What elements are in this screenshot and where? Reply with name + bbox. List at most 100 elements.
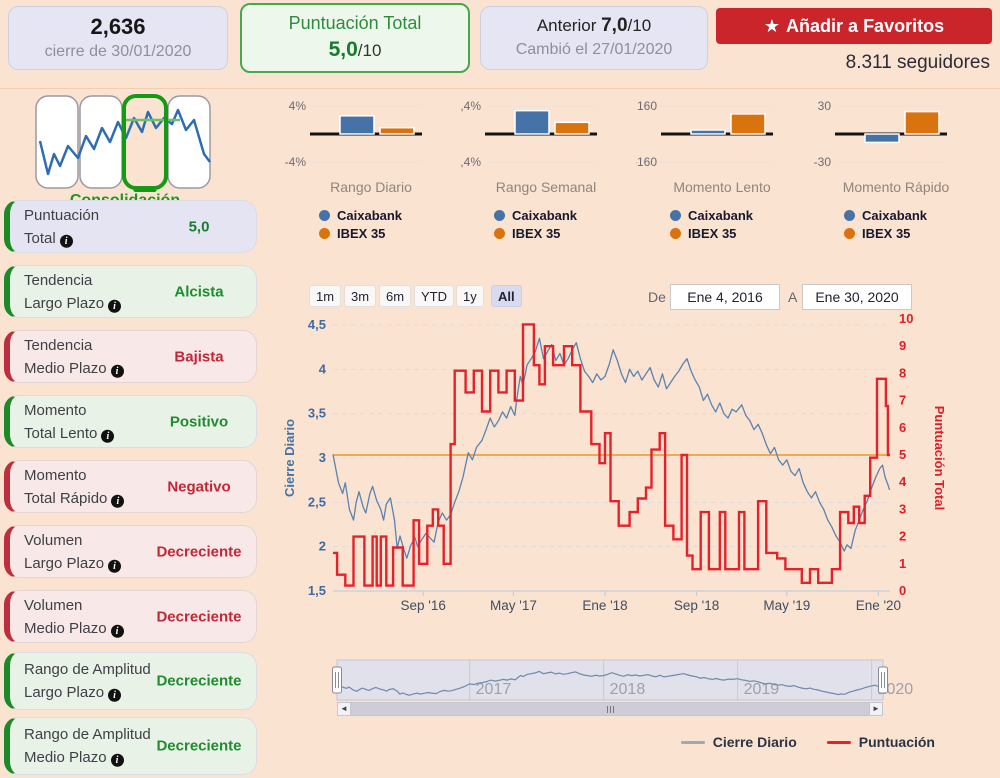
total-score-suffix: /10 bbox=[357, 41, 382, 60]
legend-label: IBEX 35 bbox=[512, 226, 561, 241]
legend-item[interactable]: IBEX 35 bbox=[494, 226, 632, 241]
info-icon[interactable]: i bbox=[108, 299, 122, 313]
info-icon[interactable]: i bbox=[108, 559, 122, 573]
legend-item[interactable]: Caixabank bbox=[670, 208, 808, 223]
legend-line-icon bbox=[680, 740, 705, 744]
svg-text:6: 6 bbox=[899, 420, 906, 435]
legend-item[interactable]: Caixabank bbox=[319, 208, 457, 223]
svg-text:3: 3 bbox=[899, 501, 906, 516]
legend-label: IBEX 35 bbox=[337, 226, 386, 241]
add-to-favorites-button[interactable]: ★ Añadir a Favoritos bbox=[716, 8, 992, 44]
legend-item[interactable]: IBEX 35 bbox=[844, 226, 982, 241]
scroll-right-button[interactable]: ► bbox=[869, 702, 883, 716]
info-icon[interactable]: i bbox=[110, 754, 124, 767]
scroll-left-button[interactable]: ◄ bbox=[337, 702, 351, 716]
info-icon[interactable]: i bbox=[110, 364, 124, 378]
mini-chart-legend: Caixabank IBEX 35 bbox=[670, 208, 808, 241]
svg-text:9: 9 bbox=[899, 338, 906, 353]
legend-dot-icon bbox=[670, 210, 681, 221]
date-from-input[interactable] bbox=[670, 284, 780, 310]
svg-text:2,5: 2,5 bbox=[308, 494, 326, 509]
svg-text:-30: -30 bbox=[814, 155, 832, 169]
info-icon[interactable]: i bbox=[108, 689, 122, 702]
svg-text:Ene '18: Ene '18 bbox=[582, 598, 627, 613]
indicator-card: Tendencia Medio Plazo i Bajista bbox=[4, 330, 257, 383]
mini-chart-title: Rango Diario bbox=[330, 179, 412, 195]
indicator-value: Negativo bbox=[167, 478, 231, 495]
legend-item[interactable]: IBEX 35 bbox=[670, 226, 808, 241]
navigator-series bbox=[336, 670, 883, 696]
svg-text:2018: 2018 bbox=[610, 681, 646, 698]
range-button-all[interactable]: All bbox=[491, 285, 522, 307]
info-icon[interactable]: i bbox=[111, 494, 125, 508]
mini-chart-title: Rango Semanal bbox=[495, 179, 597, 195]
svg-text:4: 4 bbox=[899, 474, 907, 489]
range-button-6m[interactable]: 6m bbox=[379, 285, 412, 307]
active-phase-frame bbox=[122, 94, 168, 190]
svg-text:2017: 2017 bbox=[476, 681, 512, 698]
info-icon[interactable]: i bbox=[59, 234, 73, 248]
svg-text:30: 30 bbox=[818, 99, 832, 113]
range-button-ytd[interactable]: YTD bbox=[414, 285, 454, 307]
legend-dot-icon bbox=[844, 228, 855, 239]
legend-item[interactable]: Puntuación bbox=[826, 734, 935, 750]
indicator-card: Tendencia Largo Plazo i Alcista bbox=[4, 265, 257, 318]
range-button-1m[interactable]: 1m bbox=[309, 285, 342, 307]
svg-text:1,5: 1,5 bbox=[308, 583, 326, 598]
scrollbar-thumb[interactable] bbox=[351, 703, 869, 715]
legend-dot-icon bbox=[319, 228, 330, 239]
previous-score-caption: Cambió el 27/01/2020 bbox=[515, 41, 673, 58]
legend-label: Caixabank bbox=[337, 208, 403, 223]
navigator-scrollbar: ◄ ► bbox=[337, 702, 883, 716]
range-button-1y[interactable]: 1y bbox=[456, 285, 484, 307]
scrollbar-track[interactable] bbox=[351, 702, 869, 716]
legend-line-icon bbox=[826, 740, 851, 744]
followers-count: 8.311 seguidores bbox=[845, 52, 990, 73]
legend-item[interactable]: Caixabank bbox=[494, 208, 632, 223]
legend-dot-icon bbox=[494, 228, 505, 239]
favorites-button-label: Añadir a Favoritos bbox=[786, 15, 945, 36]
indicator-value: Decreciente bbox=[156, 737, 242, 755]
svg-text:1: 1 bbox=[899, 556, 906, 571]
date-to-input[interactable] bbox=[802, 284, 912, 310]
chart-legend: Cierre Diario Puntuación bbox=[680, 734, 935, 750]
mini-chart-3: 30 -30 Momento Rápido Caixabank IBEX 35 bbox=[810, 95, 982, 244]
legend-label: Caixabank bbox=[862, 208, 928, 223]
price-score-chart[interactable]: 1,5 2 2,5 3 3,5 4 4,5 0 1 2 3 4 5 6 7 8 9 10 Cierre Diario… bbox=[280, 310, 1000, 624]
market-phase-widget bbox=[35, 94, 211, 192]
legend-label: IBEX 35 bbox=[862, 226, 911, 241]
legend-item[interactable]: Caixabank bbox=[844, 208, 982, 223]
total-score-title: Puntuación Total bbox=[288, 13, 422, 33]
total-score-value: 5,0 bbox=[328, 38, 358, 61]
svg-text:2,4%: 2,4% bbox=[460, 99, 481, 113]
svg-text:3,5: 3,5 bbox=[308, 406, 326, 421]
price-line-series bbox=[332, 337, 891, 559]
range-button-3m[interactable]: 3m bbox=[344, 285, 377, 307]
legend-label: Cierre Diario bbox=[712, 734, 797, 750]
svg-text:2: 2 bbox=[899, 529, 906, 544]
legend-label: Caixabank bbox=[512, 208, 578, 223]
indicator-value: Decreciente bbox=[156, 608, 242, 625]
legend-item[interactable]: Cierre Diario bbox=[680, 734, 797, 750]
info-icon[interactable]: i bbox=[101, 429, 115, 443]
previous-score-card: Anterior 7,0/10 Cambió el 27/01/2020 bbox=[480, 6, 708, 70]
svg-text:160: 160 bbox=[637, 99, 657, 113]
legend-item[interactable]: IBEX 35 bbox=[319, 226, 457, 241]
mini-chart-plot: 160 -160 bbox=[633, 99, 773, 169]
svg-text:-2,4%: -2,4% bbox=[460, 155, 481, 169]
mini-chart-0: 4% -4% Rango Diario Caixabank IBEX 35 bbox=[285, 95, 457, 244]
legend-label: IBEX 35 bbox=[688, 226, 737, 241]
indicator-value: Bajista bbox=[174, 348, 224, 365]
info-icon[interactable]: i bbox=[110, 624, 124, 638]
close-price: 2,636 bbox=[90, 14, 146, 39]
navigator-left-handle bbox=[332, 666, 342, 694]
indicator-card: Volumen Largo Plazo i Decreciente bbox=[4, 525, 257, 578]
mini-chart-legend: Caixabank IBEX 35 bbox=[319, 208, 457, 241]
chart-navigator[interactable]: 2017 2018 2019 2020 bbox=[280, 656, 1000, 702]
navigator-right-handle bbox=[878, 666, 888, 694]
mini-chart-title: Momento Rápido bbox=[842, 179, 950, 195]
svg-text:Sep '18: Sep '18 bbox=[674, 598, 719, 613]
svg-text:10: 10 bbox=[899, 311, 913, 326]
